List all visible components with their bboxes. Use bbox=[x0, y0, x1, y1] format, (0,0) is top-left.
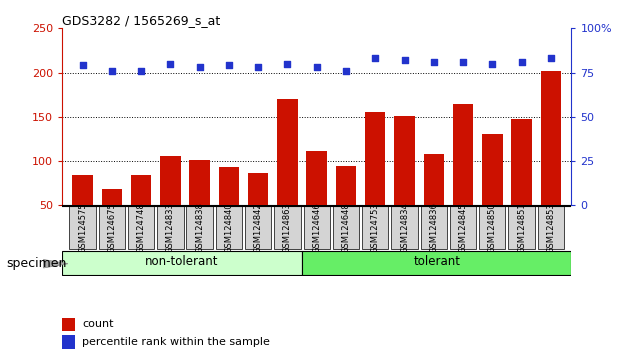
FancyBboxPatch shape bbox=[304, 206, 330, 249]
Text: GSM124833: GSM124833 bbox=[166, 202, 175, 253]
Bar bbox=[72, 175, 93, 205]
Text: tolerant: tolerant bbox=[413, 255, 460, 268]
FancyBboxPatch shape bbox=[333, 206, 359, 249]
Text: specimen: specimen bbox=[6, 257, 66, 270]
Text: GSM124675: GSM124675 bbox=[107, 202, 116, 253]
FancyBboxPatch shape bbox=[186, 206, 213, 249]
FancyBboxPatch shape bbox=[62, 251, 302, 275]
Point bbox=[224, 63, 234, 68]
Text: GSM124863: GSM124863 bbox=[283, 202, 292, 253]
Text: GSM124851: GSM124851 bbox=[517, 202, 526, 253]
Text: count: count bbox=[83, 319, 114, 329]
Point bbox=[107, 68, 117, 74]
FancyBboxPatch shape bbox=[274, 206, 301, 249]
FancyBboxPatch shape bbox=[420, 206, 447, 249]
Bar bbox=[336, 166, 356, 205]
FancyBboxPatch shape bbox=[450, 206, 476, 249]
FancyBboxPatch shape bbox=[362, 206, 388, 249]
Text: GSM124648: GSM124648 bbox=[342, 202, 350, 253]
Point bbox=[487, 61, 497, 67]
FancyBboxPatch shape bbox=[538, 206, 564, 249]
Bar bbox=[365, 113, 386, 205]
Text: GSM124575: GSM124575 bbox=[78, 202, 87, 253]
FancyBboxPatch shape bbox=[245, 206, 271, 249]
Point bbox=[370, 56, 380, 61]
Text: GSM124842: GSM124842 bbox=[254, 202, 263, 253]
Bar bbox=[62, 335, 75, 349]
Bar bbox=[189, 160, 210, 205]
Bar bbox=[219, 167, 239, 205]
Point bbox=[517, 59, 527, 65]
Text: GSM124836: GSM124836 bbox=[429, 202, 438, 253]
Bar bbox=[248, 172, 268, 205]
Bar bbox=[102, 189, 122, 205]
Bar bbox=[482, 133, 502, 205]
Point bbox=[341, 68, 351, 74]
FancyBboxPatch shape bbox=[70, 206, 96, 249]
Bar bbox=[424, 154, 444, 205]
Text: percentile rank within the sample: percentile rank within the sample bbox=[83, 337, 270, 347]
FancyBboxPatch shape bbox=[157, 206, 184, 249]
Text: GSM124838: GSM124838 bbox=[195, 202, 204, 253]
Text: GSM124753: GSM124753 bbox=[371, 202, 379, 253]
FancyBboxPatch shape bbox=[391, 206, 418, 249]
Bar bbox=[131, 175, 152, 205]
Point bbox=[399, 57, 409, 63]
Bar bbox=[62, 318, 75, 331]
Text: GSM124845: GSM124845 bbox=[458, 202, 468, 253]
Bar bbox=[541, 71, 561, 205]
Text: GSM124850: GSM124850 bbox=[488, 202, 497, 253]
FancyBboxPatch shape bbox=[302, 251, 571, 275]
Point bbox=[546, 56, 556, 61]
Bar bbox=[160, 156, 181, 205]
Polygon shape bbox=[43, 259, 68, 268]
Point bbox=[194, 64, 204, 70]
Text: GSM124834: GSM124834 bbox=[400, 202, 409, 253]
Bar bbox=[394, 116, 415, 205]
Bar bbox=[277, 99, 297, 205]
Point bbox=[283, 61, 292, 67]
FancyBboxPatch shape bbox=[99, 206, 125, 249]
Text: GSM124840: GSM124840 bbox=[224, 202, 233, 253]
Text: GSM124646: GSM124646 bbox=[312, 202, 321, 253]
Point bbox=[165, 61, 175, 67]
Point bbox=[429, 59, 439, 65]
Text: GSM124853: GSM124853 bbox=[546, 202, 555, 253]
FancyBboxPatch shape bbox=[479, 206, 505, 249]
Text: GSM124748: GSM124748 bbox=[137, 202, 145, 253]
FancyBboxPatch shape bbox=[509, 206, 535, 249]
Point bbox=[312, 64, 322, 70]
Bar bbox=[511, 119, 532, 205]
Point bbox=[136, 68, 146, 74]
Bar bbox=[307, 152, 327, 205]
Point bbox=[458, 59, 468, 65]
Point bbox=[78, 63, 88, 68]
FancyBboxPatch shape bbox=[215, 206, 242, 249]
FancyBboxPatch shape bbox=[128, 206, 154, 249]
Text: non-tolerant: non-tolerant bbox=[145, 255, 219, 268]
Point bbox=[253, 64, 263, 70]
Bar bbox=[453, 104, 473, 205]
Text: GDS3282 / 1565269_s_at: GDS3282 / 1565269_s_at bbox=[62, 14, 220, 27]
